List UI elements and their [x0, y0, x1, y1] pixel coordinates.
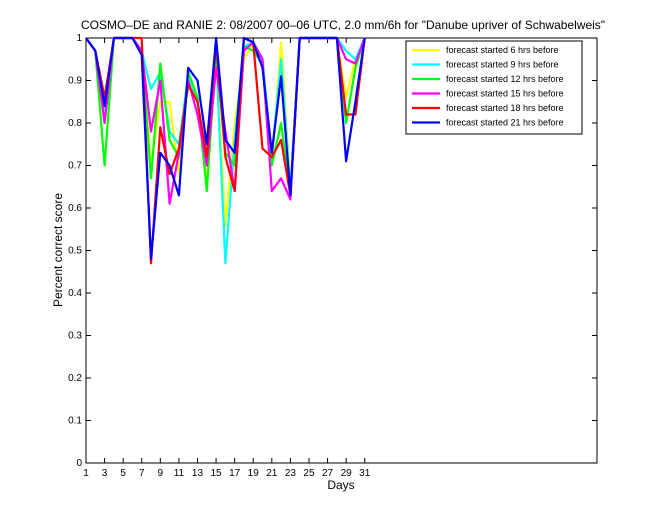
x-tick-label: 23: [285, 468, 297, 479]
series-line-5: [85, 36, 366, 261]
x-axis-label: Days: [327, 478, 354, 492]
y-tick-label: 1: [76, 33, 82, 44]
y-tick-label: 0.9: [68, 76, 82, 87]
x-tick-label: 13: [192, 468, 204, 479]
legend-label-2: forecast started 12 hrs before: [446, 74, 564, 84]
legend-label-5: forecast started 21 hrs before: [446, 118, 564, 128]
y-axis-label: Percent correct score: [51, 193, 65, 307]
y-tick-label: 0.7: [68, 161, 82, 172]
x-tick-label: 9: [158, 468, 164, 479]
chart-title: COSMO–DE and RANIE 2: 08/2007 00–06 UTC,…: [81, 18, 605, 32]
y-tick-label: 0.4: [68, 288, 82, 299]
legend-label-1: forecast started 9 hrs before: [446, 60, 559, 70]
axis-ticks: 00.10.20.30.40.50.60.70.80.911 3 5 7 9 11 13 15…: [68, 33, 597, 479]
x-tick-label: 19: [248, 468, 260, 479]
y-tick-label: 0.8: [68, 118, 82, 129]
x-tick-label: 5: [120, 468, 126, 479]
x-tick-label: 27: [322, 468, 334, 479]
x-tick-label: 21: [266, 468, 278, 479]
x-tick-label: 7: [139, 468, 145, 479]
legend-label-0: forecast started 6 hrs before: [446, 45, 559, 55]
x-tick-label: 15: [211, 468, 223, 479]
y-tick-label: 0.5: [68, 246, 82, 257]
legend: forecast started 6 hrs before forecast st…: [405, 40, 583, 135]
x-tick-label: 1: [83, 468, 89, 479]
y-tick-label: 0.1: [68, 416, 82, 427]
legend-box: [405, 40, 583, 135]
series-lines: [85, 36, 366, 265]
x-tick-label: 17: [229, 468, 241, 479]
x-tick-label: 25: [303, 468, 315, 479]
y-tick-label: 0.2: [68, 373, 82, 384]
x-tick-label: 3: [102, 468, 108, 479]
legend-label-3: forecast started 15 hrs before: [446, 89, 564, 99]
y-tick-label: 0.3: [68, 331, 82, 342]
y-tick-label: 0: [76, 458, 82, 469]
legend-label-4: forecast started 18 hrs before: [446, 103, 564, 113]
x-tick-label: 31: [359, 468, 371, 479]
x-tick-label: 11: [174, 468, 185, 479]
y-tick-label: 0.6: [68, 203, 82, 214]
x-tick-label: 29: [341, 468, 353, 479]
